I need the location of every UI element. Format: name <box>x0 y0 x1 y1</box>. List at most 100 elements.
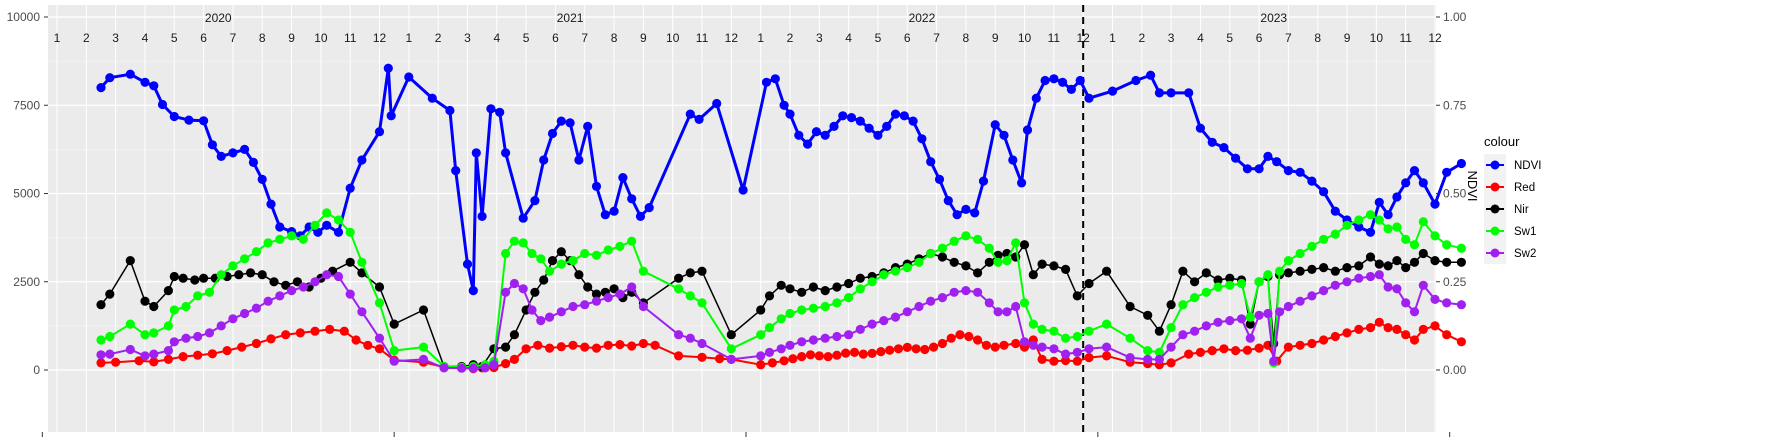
data-point-nir <box>1245 319 1255 329</box>
data-point-nir <box>937 252 948 262</box>
data-point-sw2 <box>867 319 877 329</box>
month-label: 1 <box>405 31 412 45</box>
data-point-sw1 <box>1236 278 1247 289</box>
month-label: 3 <box>112 31 119 45</box>
plot-panel <box>48 5 1436 432</box>
data-point-red <box>509 354 519 364</box>
data-point-red <box>1430 321 1440 331</box>
data-point-red <box>325 324 335 334</box>
data-point-ndvi <box>978 176 989 186</box>
data-point-nir <box>674 273 684 283</box>
data-point-ndvi <box>1319 187 1329 197</box>
data-point-sw1 <box>591 250 602 260</box>
data-point-red <box>929 342 939 352</box>
month-label: 5 <box>171 31 178 45</box>
month-label: 6 <box>200 31 207 45</box>
data-point-ndvi <box>934 174 945 184</box>
data-point-nir <box>961 261 971 271</box>
data-point-nir <box>539 275 549 285</box>
data-point-red <box>832 350 842 360</box>
data-point-sw1 <box>1383 224 1393 234</box>
data-point-sw1 <box>1061 333 1071 343</box>
data-point-sw2 <box>993 307 1003 317</box>
data-point-ndvi <box>1383 210 1393 220</box>
data-point-red <box>1049 356 1059 366</box>
data-point-sw1 <box>1442 240 1452 250</box>
data-point-sw1 <box>518 238 528 248</box>
data-point-nir <box>844 278 854 289</box>
data-point-sw1 <box>627 236 637 246</box>
data-point-sw1 <box>1374 215 1384 225</box>
data-point-sw1 <box>1072 331 1082 342</box>
data-point-sw1 <box>797 305 807 315</box>
data-point-sw1 <box>926 248 936 259</box>
data-point-ndvi <box>890 109 901 119</box>
month-label: 11 <box>344 31 357 45</box>
data-point-ndvi <box>248 157 258 167</box>
data-point-ndvi <box>970 208 980 218</box>
data-point-sw1 <box>1365 210 1376 220</box>
data-point-sw2 <box>937 293 948 303</box>
data-point-sw2 <box>125 344 135 355</box>
data-point-sw1 <box>844 293 854 303</box>
data-point-sw2 <box>1125 353 1135 363</box>
data-point-ndvi <box>1365 227 1376 237</box>
data-point-ndvi <box>803 139 813 149</box>
data-point-sw1 <box>1190 293 1200 303</box>
data-point-sw2 <box>1283 301 1293 312</box>
y-right-tick-label: 0.25 <box>1443 275 1467 289</box>
data-point-ndvi <box>495 107 505 117</box>
data-point-red <box>1219 344 1229 354</box>
data-point-ndvi <box>404 72 414 82</box>
month-label: 4 <box>493 31 500 45</box>
data-point-sw1 <box>973 234 983 244</box>
data-point-sw2 <box>298 282 308 292</box>
data-point-sw2 <box>1225 316 1235 326</box>
data-point-nir <box>1143 310 1153 320</box>
data-point-ndvi <box>1354 222 1364 232</box>
data-point-ndvi <box>609 206 619 216</box>
data-point-red <box>591 343 602 353</box>
data-point-ndvi <box>1242 164 1252 174</box>
data-point-nir <box>1307 264 1317 274</box>
data-point-sw2 <box>1409 307 1420 317</box>
data-point-ndvi <box>1195 123 1205 133</box>
month-label: 10 <box>666 31 680 45</box>
data-point-red <box>1418 324 1428 334</box>
data-point-sw1 <box>1019 298 1030 308</box>
data-point-sw1 <box>275 234 285 244</box>
data-point-ndvi <box>1022 125 1033 135</box>
data-point-sw2 <box>251 303 261 313</box>
data-point-ndvi <box>471 148 481 158</box>
data-point-ndvi <box>427 93 437 103</box>
data-point-sw1 <box>298 234 308 244</box>
data-point-ndvi <box>1107 86 1118 96</box>
data-point-red <box>1354 324 1364 334</box>
y-left-tick-label: 10000 <box>7 10 41 24</box>
data-point-nir <box>269 277 279 287</box>
data-point-sw2 <box>1365 271 1376 282</box>
data-point-red <box>964 331 974 342</box>
data-point-ndvi <box>583 121 593 131</box>
data-point-red <box>1307 338 1317 349</box>
data-point-ndvi <box>770 74 780 84</box>
data-point-red <box>1242 345 1252 355</box>
data-point-sw2 <box>1213 317 1223 327</box>
data-point-sw2 <box>674 330 684 340</box>
series-sw2 <box>96 270 1466 373</box>
month-label: 6 <box>552 31 559 45</box>
data-point-sw1 <box>204 287 215 297</box>
data-point-sw2 <box>389 356 399 366</box>
data-point-nir <box>389 319 399 329</box>
data-point-nir <box>832 282 842 292</box>
data-point-ndvi <box>1442 167 1452 177</box>
data-point-red <box>1401 330 1411 340</box>
legend-label: Sw2 <box>1514 248 1536 260</box>
data-point-ndvi <box>1231 153 1241 163</box>
data-point-sw1 <box>216 270 226 280</box>
data-point-red <box>580 342 590 352</box>
legend-item-red: Red <box>1484 176 1535 198</box>
data-point-red <box>339 326 349 336</box>
data-point-nir <box>169 271 179 282</box>
